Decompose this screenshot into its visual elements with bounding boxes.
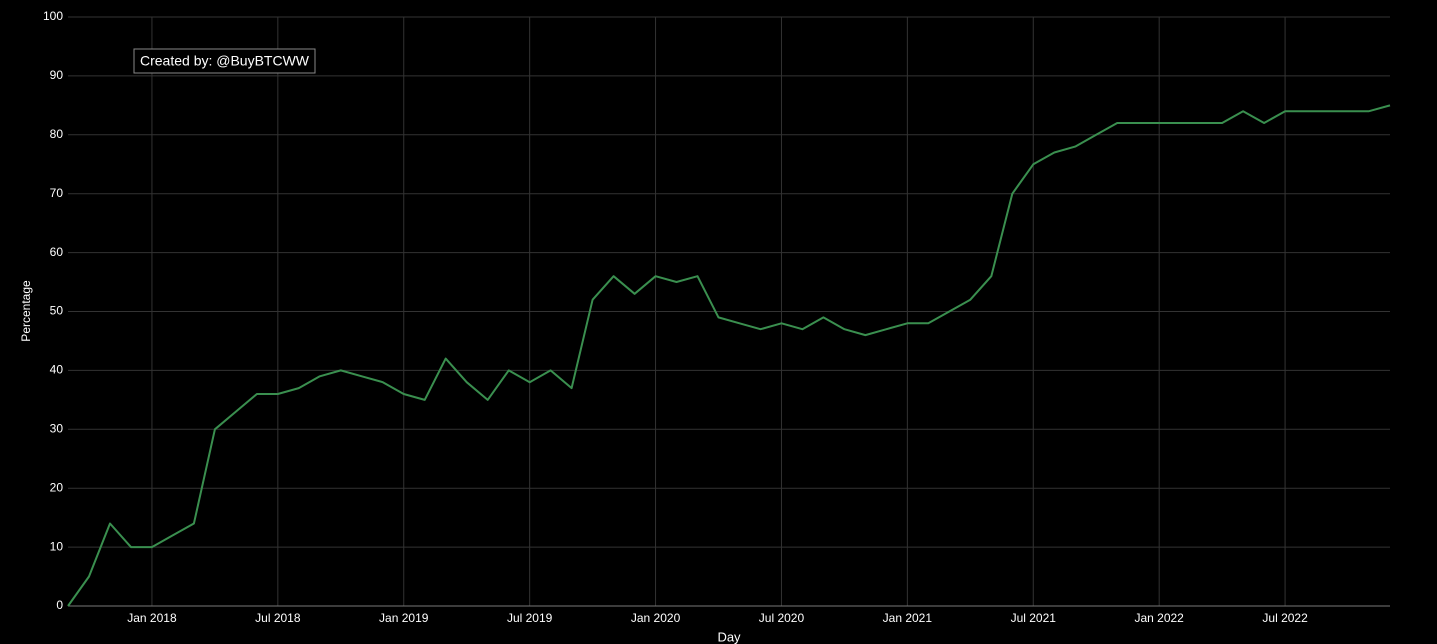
x-tick-label: Jul 2022	[1262, 611, 1308, 625]
x-tick-label: Jan 2022	[1134, 611, 1184, 625]
y-tick-label: 30	[50, 421, 64, 435]
annotation-box	[133, 48, 316, 74]
y-tick-label: 40	[50, 363, 64, 377]
x-tick-label: Jan 2019	[379, 611, 429, 625]
y-tick-label: 50	[50, 304, 64, 318]
y-tick-label: 80	[50, 127, 64, 141]
data-line	[67, 104, 1391, 607]
annotation: Created by: @BuyBTCWW	[140, 53, 310, 69]
y-tick-label: 70	[50, 186, 64, 200]
y-tick-label: 90	[50, 68, 64, 82]
x-tick-label: Jan 2018	[127, 611, 177, 625]
x-tick-label: Jul 2019	[507, 611, 553, 625]
x-tick-label: Jan 2021	[883, 611, 933, 625]
y-tick-label: 0	[56, 598, 63, 612]
x-tick-label: Jul 2021	[1011, 611, 1057, 625]
y-tick-label: 100	[43, 9, 63, 23]
y-tick-label: 20	[50, 480, 64, 494]
x-tick-label: Jul 2020	[759, 611, 805, 625]
y-axis-label: Percentage	[19, 280, 33, 342]
x-axis-label: Day	[717, 629, 741, 644]
x-tick-label: Jan 2020	[631, 611, 681, 625]
y-tick-label: 60	[50, 245, 64, 259]
y-tick-label: 10	[50, 539, 64, 553]
x-tick-label: Jul 2018	[255, 611, 301, 625]
